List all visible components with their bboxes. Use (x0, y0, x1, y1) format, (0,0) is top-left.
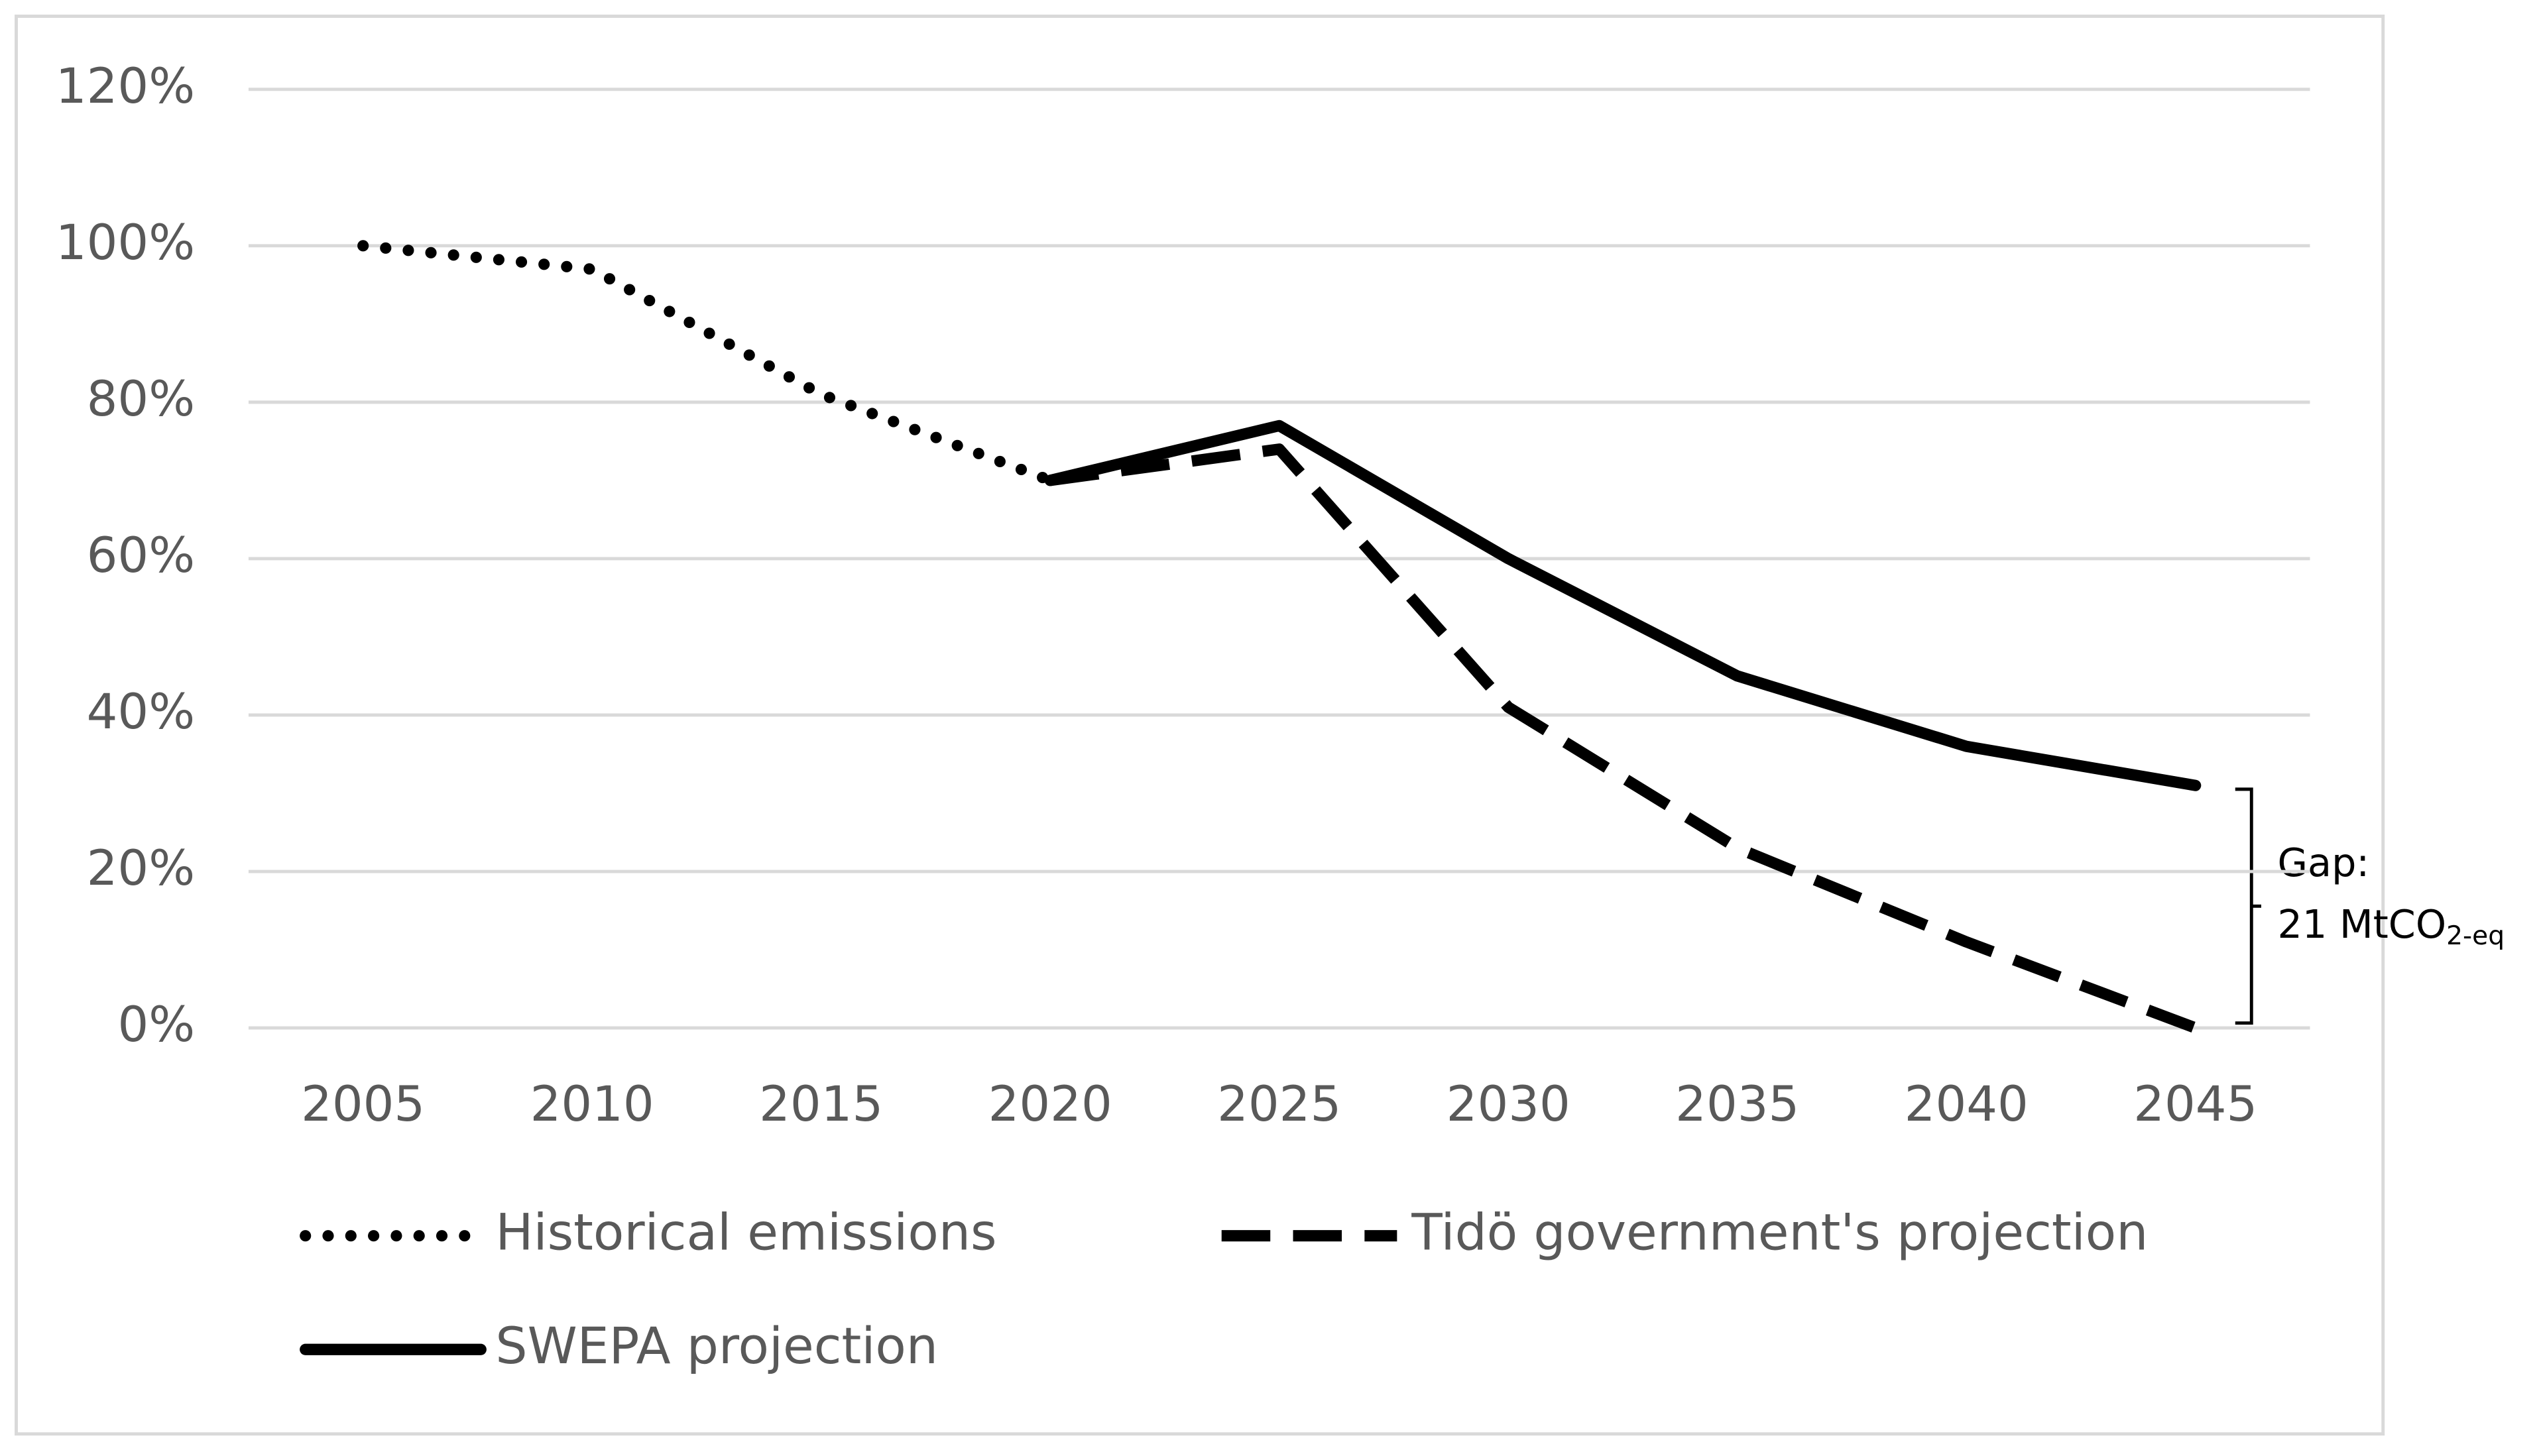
y-tick-label: 100% (56, 215, 195, 271)
y-tick-label: 0% (117, 997, 195, 1053)
legend-label: Tidö government's projection (1411, 1203, 2148, 1262)
x-tick-label: 2045 (2133, 1076, 2257, 1133)
legend-label: SWEPA projection (495, 1316, 938, 1375)
y-tick-label: 20% (87, 840, 195, 897)
series-line (1044, 420, 2202, 791)
gap-bracket (2235, 787, 2261, 1025)
x-tick-label: 2010 (530, 1076, 654, 1133)
annotation: 21 MtCO (2277, 901, 2446, 947)
legend-label: Historical emissions (495, 1203, 996, 1262)
x-tick-label: 2030 (1447, 1076, 1570, 1133)
x-tick-label: 2020 (988, 1076, 1112, 1133)
x-tick-label: 2035 (1675, 1076, 1799, 1133)
series-line (357, 240, 1056, 486)
annotation: 21 MtCO2-eq (2277, 901, 2505, 950)
x-tick-label: 2015 (759, 1076, 883, 1133)
y-tick-label: 60% (87, 528, 195, 584)
x-tick-label: 2040 (1905, 1076, 2029, 1133)
y-tick-label: 80% (87, 371, 195, 427)
y-tick-label: 40% (87, 684, 195, 740)
y-tick-label: 120% (56, 58, 195, 115)
x-tick-label: 2005 (301, 1076, 425, 1133)
x-tick-label: 2025 (1217, 1076, 1341, 1133)
annotation-subscript: 2-eq (2446, 921, 2505, 950)
annotation: Gap: (2277, 840, 2369, 885)
